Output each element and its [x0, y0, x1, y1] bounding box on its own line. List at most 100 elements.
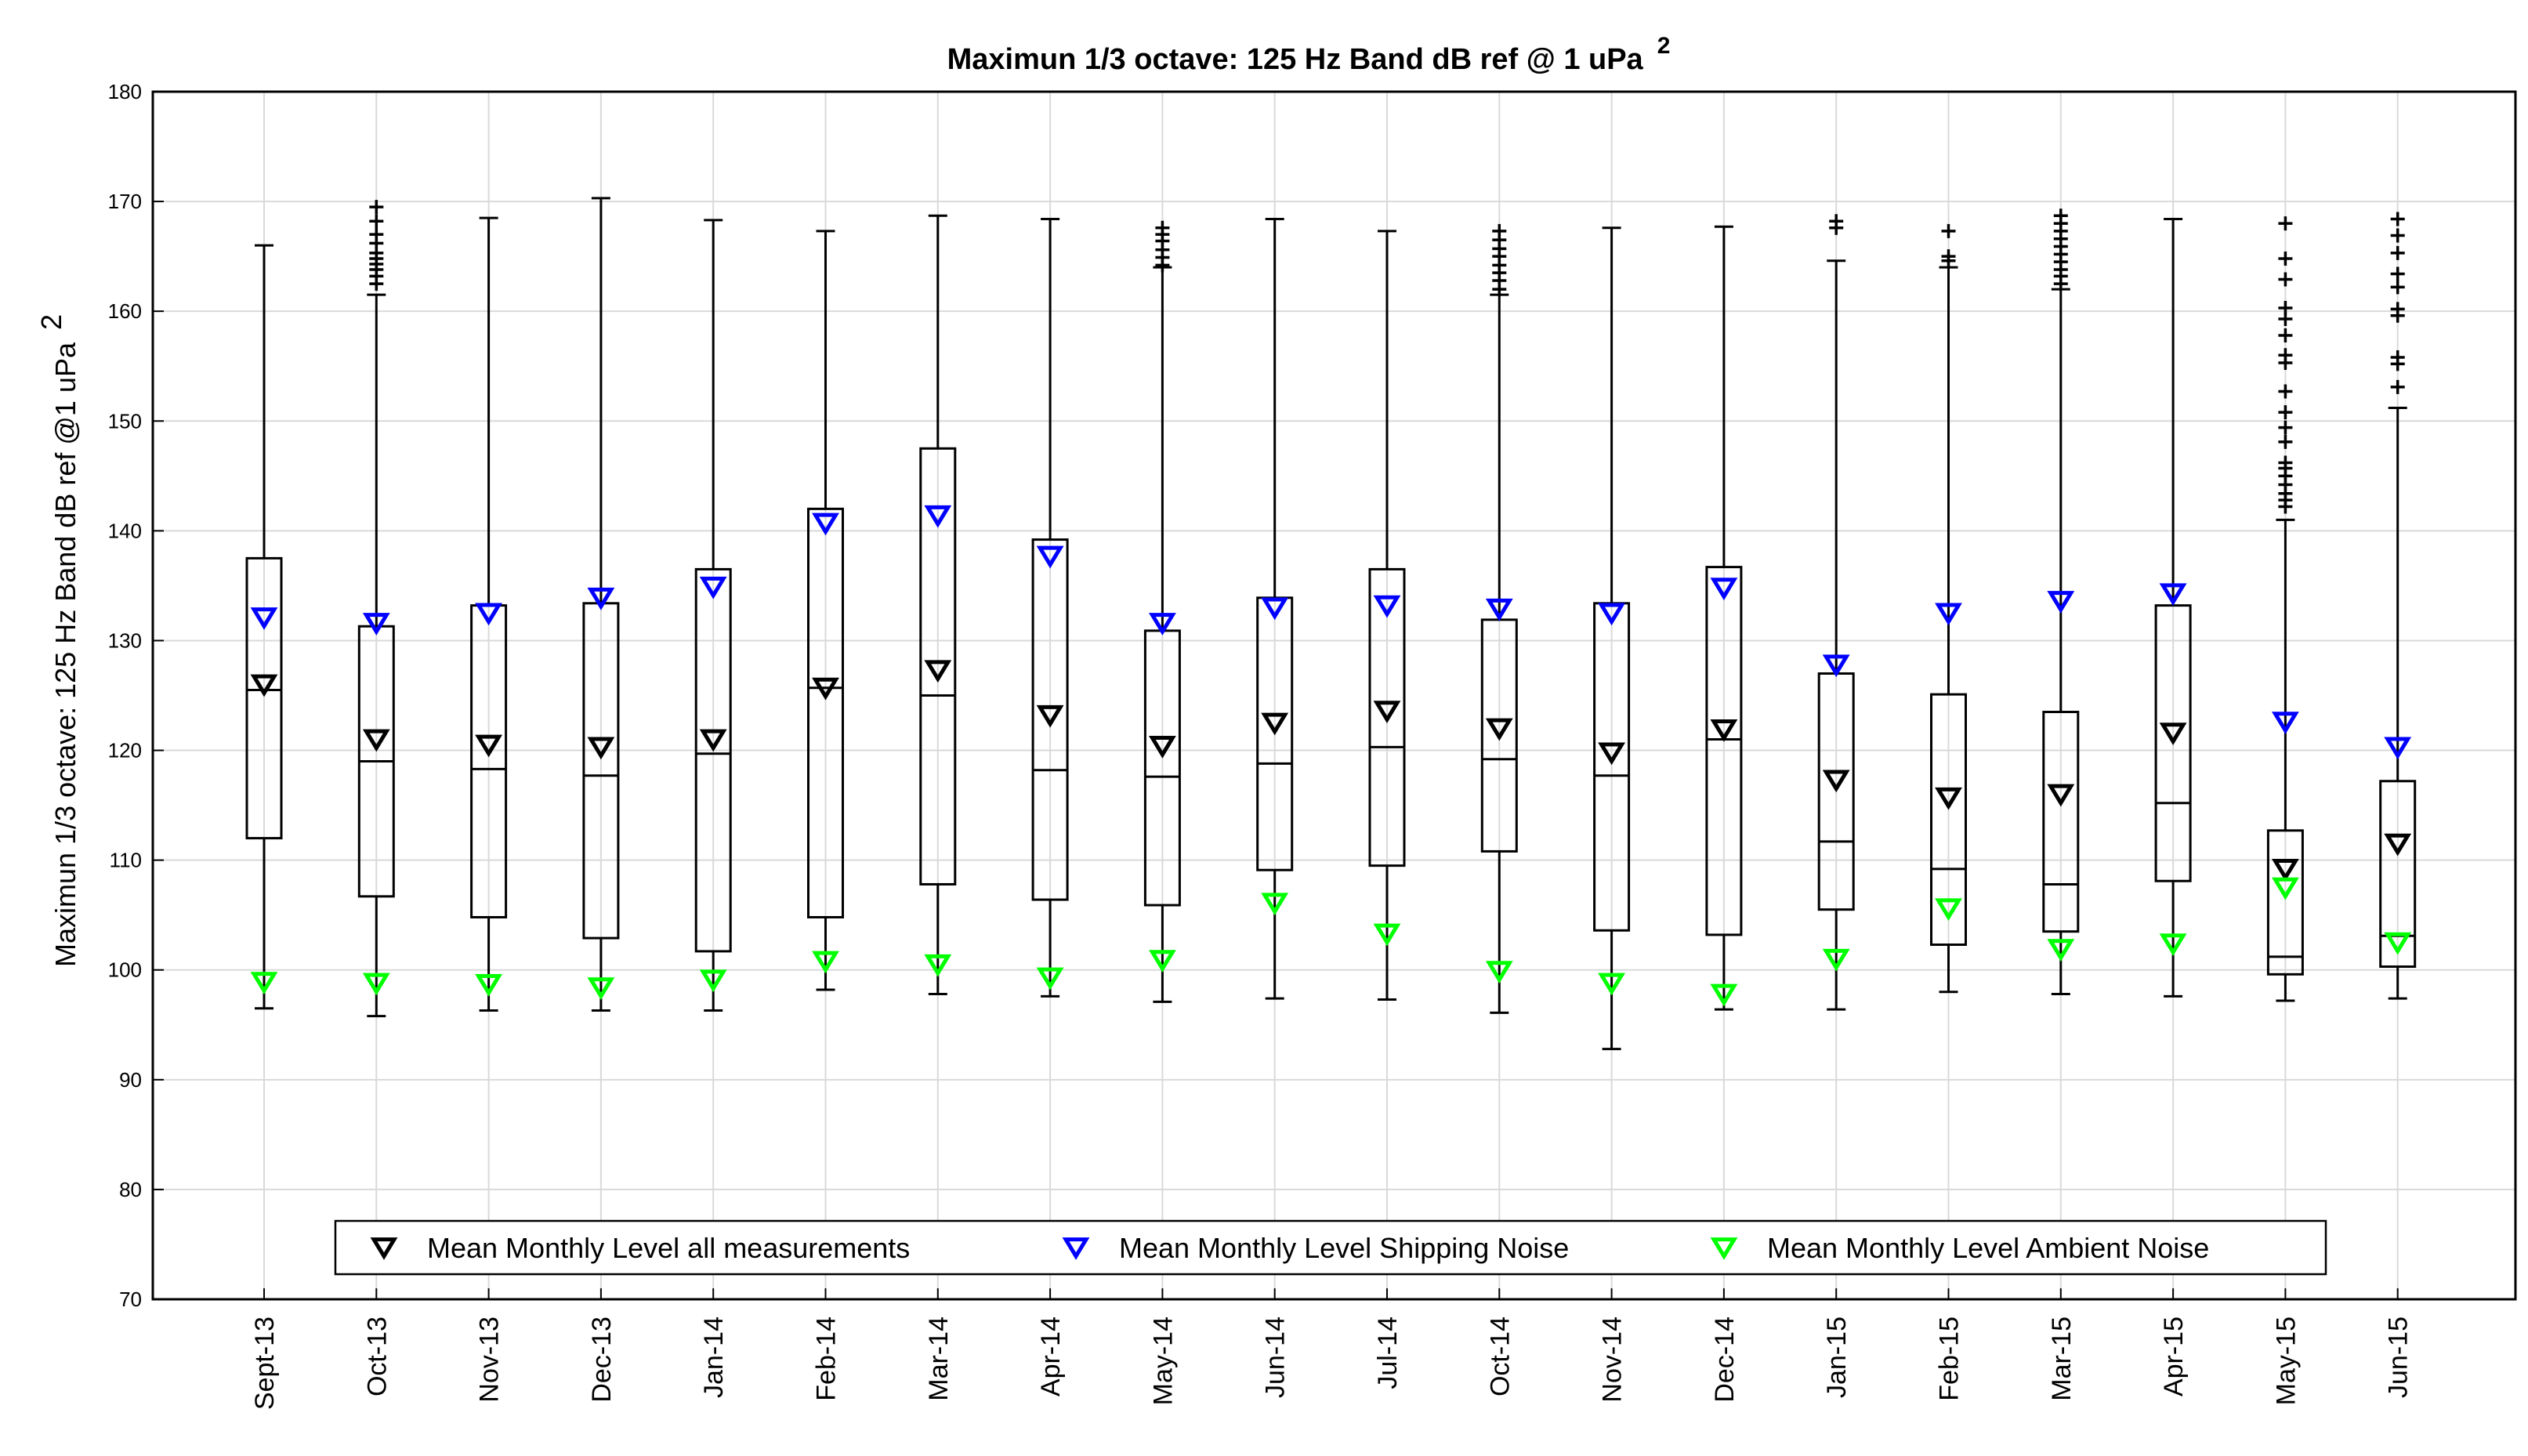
mean-marker-series-1	[1036, 545, 1064, 569]
mean-marker-series-1	[1148, 613, 1176, 636]
outlier-point	[2278, 384, 2293, 399]
x-tick-label: Sept-13	[250, 1317, 280, 1410]
outlier-point	[369, 200, 384, 215]
mean-marker-series-1	[2159, 583, 2187, 607]
legend-label-all-measurements: Mean Monthly Level all measurements	[427, 1232, 910, 1264]
outlier-point	[1941, 223, 1956, 238]
y-tick-label: 170	[108, 190, 142, 213]
mean-marker-series-0	[2047, 784, 2075, 807]
box-Oct-14	[1480, 223, 1518, 1014]
y-tick-label: 110	[110, 849, 142, 872]
mean-marker-series-0	[1710, 719, 1738, 742]
mean-marker-series-0	[1148, 736, 1176, 759]
x-tick-label: Apr-15	[2159, 1317, 2189, 1396]
outlier-point	[1492, 223, 1507, 238]
mean-marker-series-1	[475, 603, 503, 626]
x-tick-label: Feb-15	[1935, 1317, 1965, 1401]
y-tick-label: 70	[119, 1288, 142, 1311]
box-iqr	[245, 556, 283, 840]
legend-marker-shipping-noise	[1062, 1237, 1090, 1260]
outlier-point	[2278, 348, 2293, 363]
y-tick-label: 150	[108, 409, 142, 433]
x-tick-label: Jun-15	[2384, 1317, 2414, 1398]
x-tick-label: Jul-14	[1373, 1317, 1403, 1389]
box-iqr	[1930, 693, 1967, 947]
mean-marker-series-2	[1598, 972, 1626, 996]
legend-marker-all-measurements	[370, 1237, 398, 1260]
outlier-point	[2390, 379, 2405, 394]
mean-markers	[250, 505, 2412, 1007]
outlier-point	[369, 227, 384, 242]
box-Oct-13	[357, 200, 395, 1018]
x-tick-label: Dec-14	[1710, 1317, 1740, 1403]
mean-marker-series-0	[1036, 704, 1064, 728]
mean-marker-series-0	[1598, 742, 1626, 766]
mean-marker-series-2	[362, 972, 390, 996]
y-axis-label-superscript: 2	[35, 314, 67, 330]
x-tick-label: Nov-14	[1598, 1317, 1628, 1403]
mean-marker-series-2	[1148, 950, 1176, 972]
chart-title-text: Maximun 1/3 octave: 125 Hz Band dB ref @…	[947, 43, 1644, 76]
mean-marker-series-1	[362, 613, 390, 636]
mean-marker-series-0	[1261, 712, 1289, 736]
mean-marker-series-1	[2384, 737, 2412, 760]
y-tick-label: 140	[108, 519, 142, 542]
box-iqr	[2266, 829, 2304, 976]
mean-marker-series-1	[587, 587, 615, 610]
y-axis-label-text: Maximun 1/3 octave: 125 Hz Band dB ref @…	[49, 342, 81, 967]
mean-marker-series-0	[812, 677, 839, 701]
x-tick-label: May-14	[1148, 1317, 1178, 1405]
mean-marker-series-0	[1485, 718, 1513, 741]
x-tick-label: Feb-14	[812, 1317, 842, 1401]
outlier-point	[2278, 300, 2293, 315]
outlier-point	[2390, 302, 2405, 317]
mean-marker-series-0	[587, 737, 615, 760]
box-Jan-14	[694, 219, 732, 1012]
axis-ticks: 70 80 90 100 110 120 130 140 150 160 170 180 Sept-13…	[108, 80, 2414, 1410]
box-iqr	[2042, 711, 2080, 933]
box-iqr	[1705, 566, 1743, 936]
outlier-point	[2278, 328, 2293, 343]
outlier-point	[2278, 420, 2293, 435]
box-iqr	[1368, 567, 1406, 867]
mean-marker-series-2	[699, 969, 727, 993]
mean-marker-series-2	[2384, 932, 2412, 955]
y-tick-label: 180	[108, 80, 142, 103]
mean-marker-series-1	[1373, 595, 1401, 618]
mean-marker-series-0	[2159, 723, 2187, 746]
outlier-point	[2278, 434, 2293, 449]
x-tick-label: Jan-15	[1822, 1317, 1852, 1398]
mean-marker-series-2	[1485, 961, 1513, 984]
outlier-point	[2390, 245, 2405, 260]
y-tick-label: 120	[108, 739, 142, 762]
y-axis-label: Maximun 1/3 octave: 125 Hz Band dB ref @…	[35, 314, 81, 967]
outlier-point	[1155, 220, 1170, 235]
mean-marker-series-2	[2047, 939, 2075, 962]
mean-marker-series-1	[1261, 597, 1289, 621]
legend-box	[334, 1219, 2327, 1276]
box-Apr-14	[1031, 218, 1069, 998]
mean-marker-series-2	[250, 972, 278, 995]
mean-marker-series-0	[924, 660, 952, 683]
mean-marker-series-2	[924, 954, 952, 977]
mean-marker-series-0	[475, 734, 503, 758]
box-iqr	[1031, 538, 1069, 901]
legend: Mean Monthly Level all measurements Mean…	[334, 1219, 2327, 1276]
y-tick-label: 100	[108, 958, 142, 982]
outlier-point	[2278, 251, 2293, 266]
outlier-point	[2390, 228, 2405, 243]
outlier-point	[2390, 266, 2405, 281]
mean-marker-series-1	[1598, 603, 1626, 626]
mean-marker-series-1	[1485, 598, 1513, 621]
legend-label-shipping-noise: Mean Monthly Level Shipping Noise	[1119, 1232, 1569, 1264]
mean-marker-series-2	[1710, 983, 1738, 1007]
mean-marker-series-0	[1373, 701, 1401, 723]
legend-label-ambient-noise: Mean Monthly Level Ambient Noise	[1767, 1232, 2209, 1264]
outlier-point	[2390, 350, 2405, 365]
legend-marker-ambient-noise	[1710, 1237, 1738, 1260]
y-tick-label: 90	[119, 1068, 142, 1092]
mean-marker-series-2	[812, 951, 839, 974]
x-tick-label: Jun-14	[1261, 1317, 1291, 1398]
x-tick-label: Dec-13	[587, 1317, 617, 1403]
